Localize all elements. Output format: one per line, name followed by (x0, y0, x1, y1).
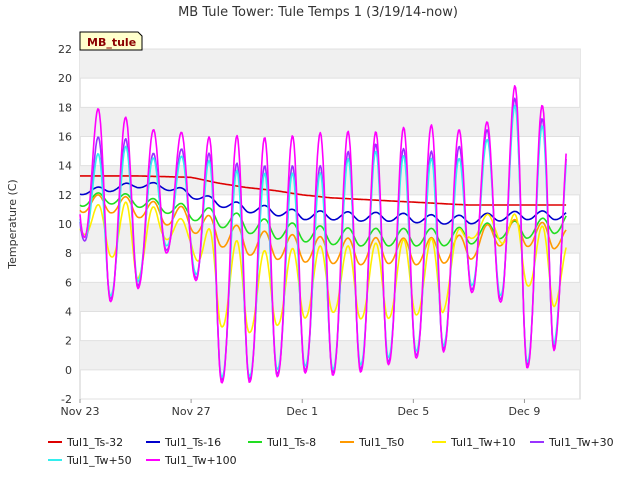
series-lines (79, 85, 567, 384)
y-tick-label: 16 (58, 131, 72, 144)
y-axis-label: Temperature (C) (6, 179, 19, 269)
badge-label: MB_tule (87, 36, 136, 49)
y-tick-label: 14 (58, 160, 72, 173)
legend-label-tul1-ts-16: Tul1_Ts-16 (164, 436, 221, 449)
series-line-tul1-tw-100 (79, 85, 567, 384)
legend-label-tul1-tw-50: Tul1_Tw+50 (66, 454, 132, 467)
y-tick-label: 6 (65, 276, 72, 289)
x-tick-label: Nov 23 (61, 405, 100, 418)
chart-title: MB Tule Tower: Tule Temps 1 (3/19/14-now… (178, 5, 458, 20)
legend-label-tul1-ts0: Tul1_Ts0 (358, 436, 404, 449)
y-axis-ticks: -2 0 2 4 6 8 10 12 14 16 18 20 22 (58, 43, 72, 406)
badge: MB_tule (79, 31, 143, 51)
y-tick-label: 0 (65, 364, 72, 377)
y-tick-label: 22 (58, 43, 72, 56)
legend: Tul1_Ts-32 Tul1_Ts-16 Tul1_Ts-8 Tul1_Ts0 Tul… (48, 436, 614, 467)
plot-background (79, 48, 581, 400)
y-tick-label: -2 (61, 393, 72, 406)
x-tick-label: Dec 9 (509, 405, 541, 418)
x-tick-label: Nov 27 (172, 405, 211, 418)
series-line-tul1-ts-16 (79, 181, 567, 225)
y-tick-label: 18 (58, 101, 72, 114)
grid-band (80, 165, 580, 195)
y-tick-label: 8 (65, 247, 72, 260)
grid-band (80, 107, 580, 137)
legend-label-tul1-ts-32: Tul1_Ts-32 (66, 436, 123, 449)
legend-label-tul1-tw-10: Tul1_Tw+10 (450, 436, 516, 449)
legend-label-tul1-tw-100: Tul1_Tw+100 (164, 454, 237, 467)
y-tick-label: 12 (58, 189, 72, 202)
series-line-tul1-tw-10 (79, 201, 567, 334)
x-axis-ticks: Nov 23 Nov 27 Dec 1 Dec 5 Dec 9 (61, 399, 541, 418)
grid-band (80, 49, 580, 79)
y-tick-label: 10 (58, 218, 72, 231)
y-tick-label: 4 (65, 306, 72, 319)
legend-label-tul1-ts-8: Tul1_Ts-8 (266, 436, 316, 449)
badge-box (79, 31, 143, 51)
y-tick-label: 20 (58, 72, 72, 85)
x-tick-label: Dec 1 (286, 405, 318, 418)
x-tick-label: Dec 5 (397, 405, 429, 418)
y-tick-label: 2 (65, 335, 72, 348)
legend-label-tul1-tw-30: Tul1_Tw+30 (548, 436, 614, 449)
